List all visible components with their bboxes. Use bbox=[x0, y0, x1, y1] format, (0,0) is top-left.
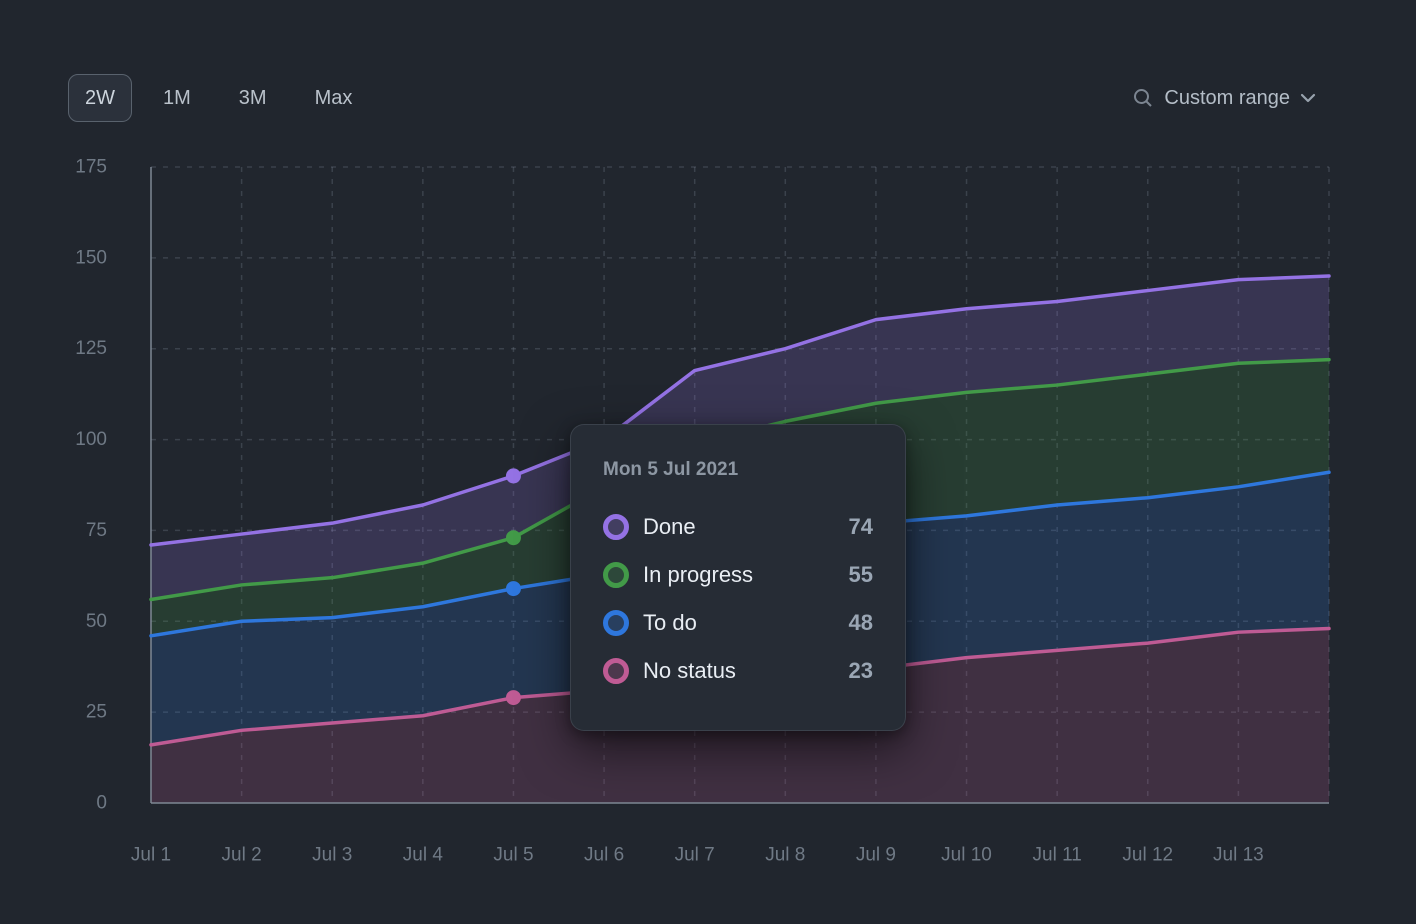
tooltip-row-no-status: No status 23 bbox=[603, 647, 873, 695]
x-axis-label: Jul 12 bbox=[1122, 845, 1173, 866]
tooltip-row-label: No status bbox=[643, 658, 736, 683]
range-button-1m[interactable]: 1M bbox=[163, 87, 191, 109]
x-axis-label: Jul 3 bbox=[312, 845, 352, 866]
y-axis-label: 75 bbox=[86, 520, 107, 541]
y-axis-label: 0 bbox=[96, 793, 107, 814]
tooltip-row-swatch-0 bbox=[603, 514, 629, 540]
hover-dot-in-progress bbox=[505, 530, 521, 546]
tooltip-row-label: Done bbox=[643, 514, 696, 539]
tooltip-row-value: 55 bbox=[848, 562, 873, 587]
tooltip-row-label: In progress bbox=[643, 562, 754, 587]
x-axis-label: Jul 5 bbox=[493, 845, 533, 866]
x-axis-label: Jul 1 bbox=[131, 845, 171, 866]
area-band-done bbox=[151, 276, 1329, 600]
x-axis-label: Jul 2 bbox=[222, 845, 262, 866]
hover-dot-to-do bbox=[505, 581, 521, 597]
x-axis-label: Jul 13 bbox=[1213, 845, 1264, 866]
y-axis-label: 125 bbox=[75, 338, 107, 359]
tooltip-row-done: Done 74 bbox=[603, 503, 873, 551]
time-range-group: 2W 1M 3M Max bbox=[68, 74, 369, 122]
chevron-down-icon bbox=[1300, 93, 1316, 103]
x-axis-label: Jul 4 bbox=[403, 845, 444, 866]
hover-dot-no-status bbox=[505, 690, 521, 706]
y-axis-label: 175 bbox=[75, 157, 107, 178]
range-button-max[interactable]: Max bbox=[314, 87, 353, 109]
tooltip-row-swatch-2 bbox=[603, 610, 629, 636]
tooltip-row-label: To do bbox=[643, 610, 697, 635]
chart-toolbar: 2W 1M 3M Max Custom range bbox=[68, 74, 1316, 122]
y-axis-label: 100 bbox=[75, 429, 107, 450]
range-button-2w[interactable]: 2W bbox=[68, 74, 132, 122]
custom-range-button[interactable]: Custom range bbox=[1132, 87, 1316, 110]
tooltip-row-to-do: To do 48 bbox=[603, 599, 873, 647]
hover-dot-done bbox=[505, 468, 521, 484]
y-axis-label: 50 bbox=[86, 611, 107, 632]
tooltip-row-in-progress: In progress 55 bbox=[603, 551, 873, 599]
tooltip-row-swatch-1 bbox=[603, 562, 629, 588]
search-icon bbox=[1132, 87, 1154, 109]
chart-tooltip: Mon 5 Jul 2021 Done 74 In progress 55 To… bbox=[570, 424, 906, 731]
range-button-3m[interactable]: 3M bbox=[238, 87, 267, 109]
tooltip-row-swatch-3 bbox=[603, 658, 629, 684]
tooltip-row-value: 74 bbox=[848, 514, 873, 539]
tooltip-row-value: 23 bbox=[848, 658, 873, 683]
y-axis-label: 25 bbox=[86, 702, 107, 723]
x-axis-label: Jul 11 bbox=[1033, 845, 1082, 866]
tooltip-row-value: 48 bbox=[848, 610, 873, 635]
x-axis-label: Jul 9 bbox=[856, 845, 896, 866]
series-line-done bbox=[149, 274, 1331, 547]
x-axis-label: Jul 7 bbox=[675, 845, 715, 866]
x-axis-label: Jul 10 bbox=[941, 845, 992, 866]
custom-range-label: Custom range bbox=[1164, 86, 1290, 109]
x-axis-label: Jul 6 bbox=[584, 845, 624, 866]
y-axis-label: 150 bbox=[75, 247, 107, 268]
x-axis-label: Jul 8 bbox=[765, 845, 805, 866]
tooltip-date: Mon 5 Jul 2021 bbox=[603, 459, 739, 480]
